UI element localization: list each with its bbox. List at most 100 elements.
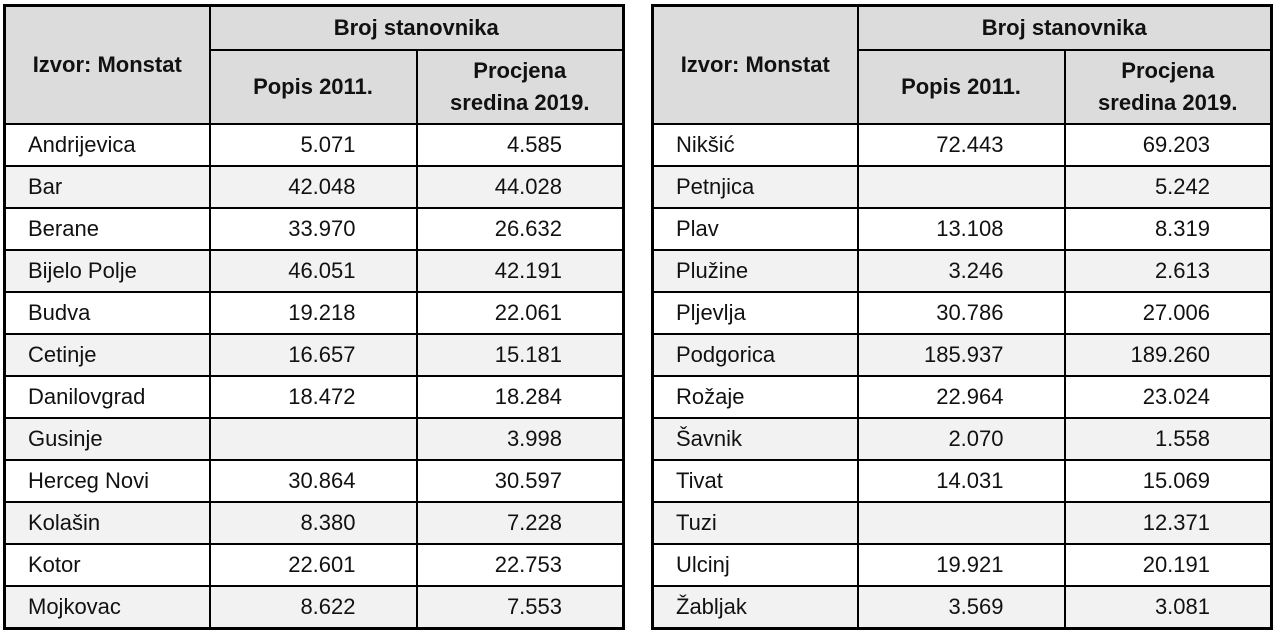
- source-header: Izvor: Monstat: [651, 4, 859, 125]
- table-row: Bijelo Polje 46.051 42.191: [3, 248, 625, 293]
- census-2011-cell: 8.380: [208, 500, 418, 545]
- municipality-cell: Tivat: [651, 458, 859, 503]
- census-2011-cell: 19.921: [856, 542, 1066, 587]
- census-2011-header: Popis 2011.: [208, 48, 418, 125]
- population-table-left: Izvor: Monstat Broj stanovnika Popis 201…: [3, 4, 625, 630]
- estimate-2019-header: Procjena sredina 2019.: [1063, 48, 1273, 125]
- municipality-cell: Plužine: [651, 248, 859, 293]
- municipality-cell: Gusinje: [3, 416, 211, 461]
- municipality-cell: Berane: [3, 206, 211, 251]
- estimate-2019-cell: 23.024: [1063, 374, 1273, 419]
- estimate-2019-cell: 1.558: [1063, 416, 1273, 461]
- estimate-2019-cell: 5.242: [1063, 164, 1273, 209]
- table-body-left: Andrijevica 5.071 4.585 Bar 42.048 44.028 Bera…: [3, 122, 625, 629]
- municipality-cell: Cetinje: [3, 332, 211, 377]
- table-row: Šavnik 2.070 1.558: [651, 416, 1273, 461]
- census-2011-cell: 30.864: [208, 458, 418, 503]
- estimate-2019-cell: 3.998: [415, 416, 625, 461]
- table-row: Nikšić 72.443 69.203: [651, 122, 1273, 167]
- estimate-2019-cell: 7.553: [415, 584, 625, 629]
- table-row: Berane 33.970 26.632: [3, 206, 625, 251]
- table-row: Pljevlja 30.786 27.006: [651, 290, 1273, 335]
- table-row: Mojkovac 8.622 7.553: [3, 584, 625, 629]
- municipality-cell: Nikšić: [651, 122, 859, 167]
- census-2011-cell: 33.970: [208, 206, 418, 251]
- table-row: Kotor 22.601 22.753: [3, 542, 625, 587]
- estimate-2019-cell: 15.069: [1063, 458, 1273, 503]
- municipality-cell: Plav: [651, 206, 859, 251]
- municipality-cell: Rožaje: [651, 374, 859, 419]
- table-row: Rožaje 22.964 23.024: [651, 374, 1273, 419]
- municipality-cell: Herceg Novi: [3, 458, 211, 503]
- source-header: Izvor: Monstat: [3, 4, 211, 125]
- population-group-header: Broj stanovnika: [208, 4, 625, 51]
- municipality-cell: Mojkovac: [3, 584, 211, 629]
- municipality-cell: Ulcinj: [651, 542, 859, 587]
- census-2011-cell: [856, 164, 1066, 209]
- municipality-cell: Petnjica: [651, 164, 859, 209]
- census-2011-cell: 16.657: [208, 332, 418, 377]
- table-row: Tivat 14.031 15.069: [651, 458, 1273, 503]
- estimate-2019-cell: 4.585: [415, 122, 625, 167]
- estimate-2019-cell: 42.191: [415, 248, 625, 293]
- table-row: Podgorica 185.937 189.260: [651, 332, 1273, 377]
- census-2011-cell: 8.622: [208, 584, 418, 629]
- census-2011-cell: 3.246: [856, 248, 1066, 293]
- census-2011-cell: 22.964: [856, 374, 1066, 419]
- census-2011-cell: 5.071: [208, 122, 418, 167]
- municipality-cell: Pljevlja: [651, 290, 859, 335]
- municipality-cell: Kolašin: [3, 500, 211, 545]
- estimate-2019-cell: 18.284: [415, 374, 625, 419]
- estimate-2019-cell: 2.613: [1063, 248, 1273, 293]
- estimate-2019-header-text: Procjena sredina 2019.: [1098, 57, 1238, 115]
- census-2011-cell: 42.048: [208, 164, 418, 209]
- census-2011-cell: 46.051: [208, 248, 418, 293]
- table-row: Budva 19.218 22.061: [3, 290, 625, 335]
- population-group-header: Broj stanovnika: [856, 4, 1273, 51]
- table-row: Cetinje 16.657 15.181: [3, 332, 625, 377]
- census-2011-cell: 3.569: [856, 584, 1066, 629]
- table-row: Plav 13.108 8.319: [651, 206, 1273, 251]
- census-2011-cell: 22.601: [208, 542, 418, 587]
- municipality-cell: Budva: [3, 290, 211, 335]
- estimate-2019-header: Procjena sredina 2019.: [415, 48, 625, 125]
- census-2011-header: Popis 2011.: [856, 48, 1066, 125]
- estimate-2019-header-text: Procjena sredina 2019.: [450, 57, 590, 115]
- table-row: Gusinje 3.998: [3, 416, 625, 461]
- municipality-cell: Bar: [3, 164, 211, 209]
- estimate-2019-cell: 30.597: [415, 458, 625, 503]
- population-table-right: Izvor: Monstat Broj stanovnika Popis 201…: [651, 4, 1273, 630]
- estimate-2019-cell: 8.319: [1063, 206, 1273, 251]
- table-row: Andrijevica 5.071 4.585: [3, 122, 625, 167]
- table-row: Tuzi 12.371: [651, 500, 1273, 545]
- estimate-2019-cell: 15.181: [415, 332, 625, 377]
- table-row: Plužine 3.246 2.613: [651, 248, 1273, 293]
- estimate-2019-cell: 20.191: [1063, 542, 1273, 587]
- table-row: Kolašin 8.380 7.228: [3, 500, 625, 545]
- estimate-2019-cell: 22.753: [415, 542, 625, 587]
- estimate-2019-cell: 12.371: [1063, 500, 1273, 545]
- table-row: Žabljak 3.569 3.081: [651, 584, 1273, 629]
- estimate-2019-cell: 69.203: [1063, 122, 1273, 167]
- census-2011-cell: 30.786: [856, 290, 1066, 335]
- table-row: Petnjica 5.242: [651, 164, 1273, 209]
- census-2011-cell: [856, 500, 1066, 545]
- table-row: Danilovgrad 18.472 18.284: [3, 374, 625, 419]
- estimate-2019-cell: 7.228: [415, 500, 625, 545]
- estimate-2019-cell: 3.081: [1063, 584, 1273, 629]
- estimate-2019-cell: 44.028: [415, 164, 625, 209]
- table-row: Bar 42.048 44.028: [3, 164, 625, 209]
- census-2011-cell: 185.937: [856, 332, 1066, 377]
- census-2011-cell: 13.108: [856, 206, 1066, 251]
- table-body-right: Nikšić 72.443 69.203 Petnjica 5.242 Plav 13.10…: [651, 122, 1273, 629]
- census-2011-cell: 19.218: [208, 290, 418, 335]
- municipality-cell: Podgorica: [651, 332, 859, 377]
- municipality-cell: Danilovgrad: [3, 374, 211, 419]
- municipality-cell: Tuzi: [651, 500, 859, 545]
- municipality-cell: Kotor: [3, 542, 211, 587]
- table-row: Ulcinj 19.921 20.191: [651, 542, 1273, 587]
- census-2011-cell: 72.443: [856, 122, 1066, 167]
- municipality-cell: Bijelo Polje: [3, 248, 211, 293]
- estimate-2019-cell: 189.260: [1063, 332, 1273, 377]
- census-2011-cell: 18.472: [208, 374, 418, 419]
